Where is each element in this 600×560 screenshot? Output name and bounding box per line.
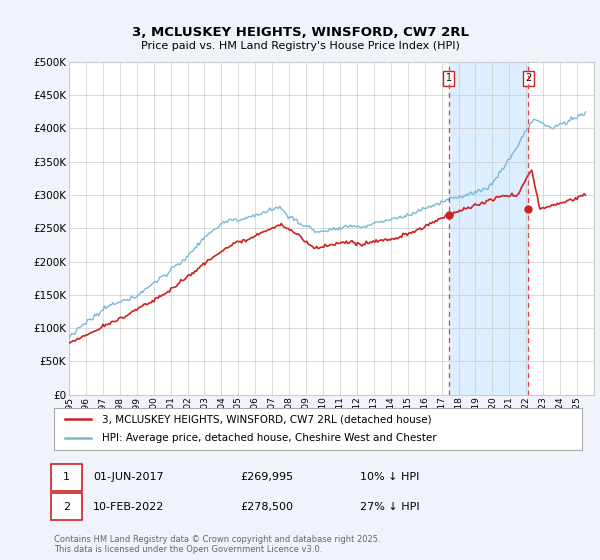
Text: 10-FEB-2022: 10-FEB-2022 (93, 502, 164, 512)
Text: 1: 1 (446, 73, 452, 83)
Text: £269,995: £269,995 (240, 472, 293, 482)
Text: £278,500: £278,500 (240, 502, 293, 512)
Text: 2: 2 (63, 502, 70, 512)
Text: 1: 1 (63, 472, 70, 482)
Text: 3, MCLUSKEY HEIGHTS, WINSFORD, CW7 2RL (detached house): 3, MCLUSKEY HEIGHTS, WINSFORD, CW7 2RL (… (101, 414, 431, 424)
Text: 01-JUN-2017: 01-JUN-2017 (93, 472, 164, 482)
Text: 2: 2 (525, 73, 532, 83)
Text: HPI: Average price, detached house, Cheshire West and Chester: HPI: Average price, detached house, Ches… (101, 433, 436, 444)
Text: Price paid vs. HM Land Registry's House Price Index (HPI): Price paid vs. HM Land Registry's House … (140, 41, 460, 51)
Bar (449, 62, 528, 395)
Text: 10% ↓ HPI: 10% ↓ HPI (360, 472, 419, 482)
Text: 27% ↓ HPI: 27% ↓ HPI (360, 502, 419, 512)
Text: 3, MCLUSKEY HEIGHTS, WINSFORD, CW7 2RL: 3, MCLUSKEY HEIGHTS, WINSFORD, CW7 2RL (131, 26, 469, 39)
Text: Contains HM Land Registry data © Crown copyright and database right 2025.
This d: Contains HM Land Registry data © Crown c… (54, 535, 380, 554)
